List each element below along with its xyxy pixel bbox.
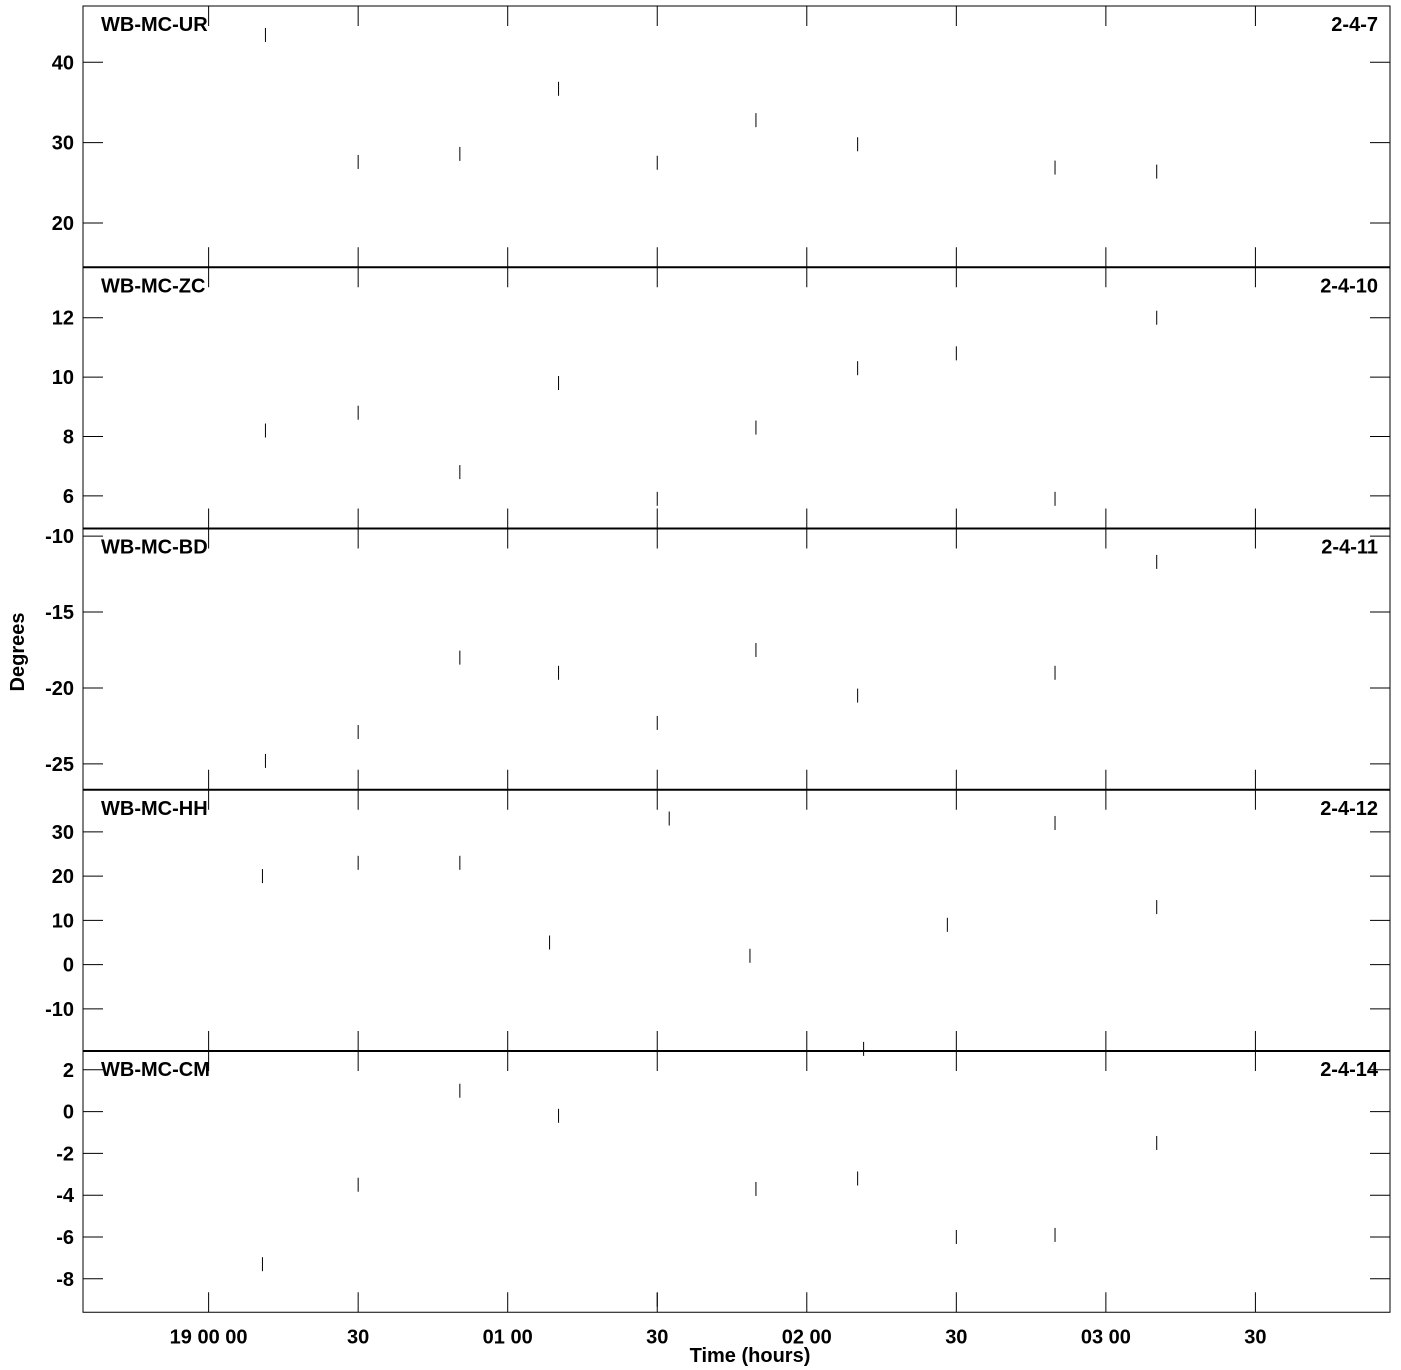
- panel-wb-mc-bd: -25 -20 -15 -10 WB-MC-BD 2-4-11: [45, 526, 1391, 791]
- y-axis-label: Degrees: [7, 613, 29, 692]
- x-tick-label: 01 00: [483, 1326, 533, 1348]
- panel-name: WB-MC-UR: [101, 14, 208, 36]
- y-tick-label: -4: [56, 1185, 75, 1207]
- panel-code: 2-4-11: [1321, 537, 1378, 559]
- y-tick-label: 6: [63, 486, 74, 508]
- y-tick-label: -2: [56, 1143, 74, 1165]
- panel-name: WB-MC-HH: [101, 798, 208, 820]
- y-tick-label: 20: [52, 213, 74, 235]
- y-tick-label: 30: [52, 133, 74, 155]
- y-tick-label: 8: [63, 426, 74, 448]
- y-tick-label: 10: [52, 910, 74, 932]
- y-tick-label: 20: [52, 866, 74, 888]
- x-tick-label: 03 00: [1081, 1326, 1131, 1348]
- x-tick-label: 30: [945, 1326, 967, 1348]
- x-tick-label: 19 00 00: [170, 1326, 248, 1348]
- panel-frame: [82, 266, 1391, 529]
- panel-wb-mc-ur: 20 30 40 WB-MC-UR 2-4-7: [52, 5, 1391, 268]
- panel-code: 2-4-12: [1320, 798, 1378, 820]
- panel-code: 2-4-7: [1331, 14, 1378, 36]
- y-tick-label: 0: [63, 955, 74, 977]
- x-tick-label: 30: [646, 1326, 668, 1348]
- x-tick-label: 30: [1244, 1326, 1266, 1348]
- y-tick-label: -10: [45, 999, 74, 1021]
- panel-name: WB-MC-CM: [101, 1059, 210, 1081]
- y-tick-label: 30: [52, 822, 74, 844]
- panel-frame: [82, 5, 1391, 268]
- y-tick-label: 12: [52, 308, 74, 330]
- panel-wb-mc-cm: -8 -6 -4 -2 0 2 WB-MC-CM 2-4-14: [56, 1041, 1391, 1313]
- y-tick-label: 2: [63, 1060, 74, 1082]
- x-axis: 19 00 00 30 01 00 30 02 00 30 03 00 30: [170, 1326, 1267, 1348]
- panel-code: 2-4-14: [1320, 1059, 1379, 1081]
- panel-name: WB-MC-ZC: [101, 275, 205, 297]
- panel-wb-mc-zc: 6 8 10 12 WB-MC-ZC 2-4-10: [52, 266, 1391, 529]
- y-tick-label: -10: [45, 526, 74, 548]
- y-tick-label: -15: [45, 602, 74, 624]
- panel-frame: [82, 789, 1391, 1052]
- y-tick-label: 40: [52, 52, 74, 74]
- y-tick-label: -20: [45, 678, 74, 700]
- x-tick-label: 30: [347, 1326, 369, 1348]
- y-tick-label: -8: [56, 1269, 74, 1291]
- x-axis-label: Time (hours): [690, 1345, 811, 1367]
- y-tick-label: 0: [63, 1102, 74, 1124]
- x-tick-label: 02 00: [782, 1326, 832, 1348]
- panel-name: WB-MC-BD: [101, 537, 208, 559]
- y-tick-label: -25: [45, 754, 74, 776]
- y-tick-label: 10: [52, 367, 74, 389]
- y-tick-label: -6: [56, 1227, 74, 1249]
- panel-frame: [82, 528, 1391, 791]
- panel-code: 2-4-10: [1320, 275, 1378, 297]
- panel-wb-mc-hh: -10 0 10 20 30 WB-MC-HH 2-4-12: [45, 788, 1391, 1052]
- panel-frame: [82, 1050, 1391, 1313]
